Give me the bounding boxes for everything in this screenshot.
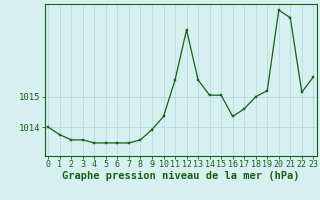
X-axis label: Graphe pression niveau de la mer (hPa): Graphe pression niveau de la mer (hPa) [62, 171, 300, 181]
